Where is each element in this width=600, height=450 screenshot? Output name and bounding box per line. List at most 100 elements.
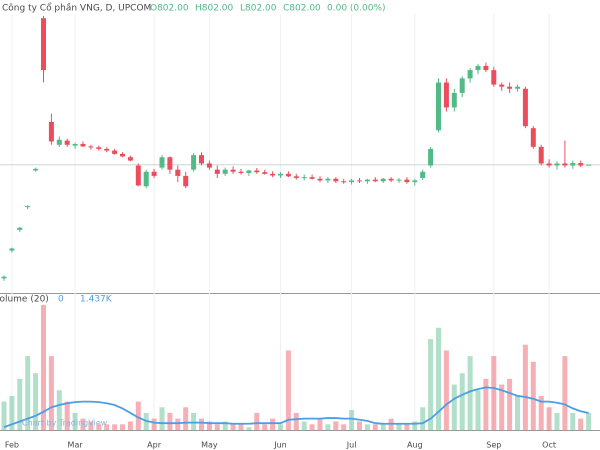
candle-body [349, 180, 355, 183]
ohlc-high: H802.00 [195, 4, 234, 14]
volume-bar [586, 412, 592, 430]
x-tick-label: Jun [273, 441, 287, 450]
volume-bar [214, 424, 220, 430]
volume-bar [48, 356, 54, 430]
ohlc-close: C802.00 [283, 4, 321, 14]
volume-bar [175, 418, 181, 430]
volume-bar [333, 421, 339, 430]
candle-body [33, 168, 39, 171]
candle-body [325, 178, 331, 181]
volume-bar [301, 421, 307, 430]
volume-readout: 0 [58, 295, 64, 305]
volume-bar [56, 390, 62, 430]
volume-bar [88, 421, 94, 430]
volume-bar [151, 418, 157, 430]
volume-bar [341, 424, 347, 430]
volume-bar [499, 384, 505, 430]
volume-bar [206, 421, 212, 430]
volume-bar [364, 424, 370, 430]
candle-body [135, 165, 141, 186]
volume-bar [127, 421, 133, 430]
volume-bar [372, 424, 378, 430]
volume-bar [467, 356, 473, 430]
candle-body [285, 173, 291, 177]
volume-bar [222, 421, 228, 430]
candle-body [64, 140, 70, 145]
candle-body [357, 180, 362, 182]
x-tick-label: Feb [5, 441, 19, 450]
volume-bar [451, 384, 457, 430]
volume-bar [554, 412, 560, 430]
volume-bar [396, 424, 402, 430]
volume-bar [428, 339, 434, 430]
volume-bar [159, 407, 165, 430]
volume-bar [120, 424, 125, 430]
candle-body [17, 227, 23, 230]
volume-bar [33, 373, 39, 430]
candle-body [9, 248, 15, 251]
candle-body [578, 163, 584, 166]
candle-body [262, 172, 268, 174]
volume-bar [530, 361, 536, 430]
volume-bar [349, 410, 355, 430]
candle-body [143, 171, 149, 187]
candle-body [428, 148, 434, 166]
grid [11, 14, 550, 430]
chart-title: Công ty Cổ phần VNG, D, UPCOM [2, 3, 151, 14]
candle-body [278, 173, 283, 176]
candle-body [372, 179, 378, 182]
volume-bar [80, 418, 86, 430]
volume-bar [578, 418, 584, 430]
volume-bar [230, 424, 236, 430]
x-tick-label: Aug [407, 441, 423, 450]
candle-body [293, 176, 299, 178]
candle-body [246, 170, 252, 173]
candle-body [586, 164, 592, 166]
volume-bar [404, 424, 410, 430]
volume-bar [357, 421, 362, 430]
candle-body [420, 171, 426, 178]
volume-bar [246, 427, 252, 430]
volume-bar [515, 395, 520, 430]
volume-bar [285, 350, 291, 430]
volume-title: Volume (20) [0, 295, 49, 305]
candle-body [333, 178, 339, 182]
volume-bar [309, 424, 315, 430]
candle-body [507, 86, 513, 89]
candle-body [530, 128, 536, 147]
candle-body [270, 173, 276, 176]
candle-body [56, 139, 62, 145]
volume-bar [270, 418, 276, 430]
candle-body [388, 178, 394, 181]
candle-body [341, 181, 347, 183]
volume-bar [436, 327, 441, 430]
candle-body [206, 163, 212, 168]
volume-bar [538, 395, 544, 430]
candle-body [25, 206, 31, 208]
x-tick-label: Sep [486, 441, 501, 450]
ohlc-change: 0.00 (0.00%) [327, 4, 386, 14]
candle-body [475, 65, 481, 71]
candle-body [127, 157, 133, 161]
volume-bar [293, 412, 299, 430]
x-tick-label: Apr [147, 441, 162, 450]
candle-body [443, 82, 449, 108]
candle-body [230, 169, 236, 172]
volume-bar [380, 424, 386, 430]
x-tick-label: May [201, 441, 218, 450]
volume-bar [412, 421, 418, 430]
volume-bar [135, 401, 141, 430]
volume-bar [254, 412, 260, 430]
volume-bar [546, 407, 552, 430]
candle-body [96, 147, 102, 149]
ohlc-open: O802.00 [150, 4, 189, 14]
volume-bar [459, 373, 465, 430]
candle-body [317, 178, 323, 181]
volume-bar [64, 401, 70, 430]
x-tick-label: Oct [542, 441, 556, 450]
candle-body [41, 18, 46, 71]
candle-body [412, 180, 418, 183]
x-tick-label: Jul [346, 441, 357, 450]
